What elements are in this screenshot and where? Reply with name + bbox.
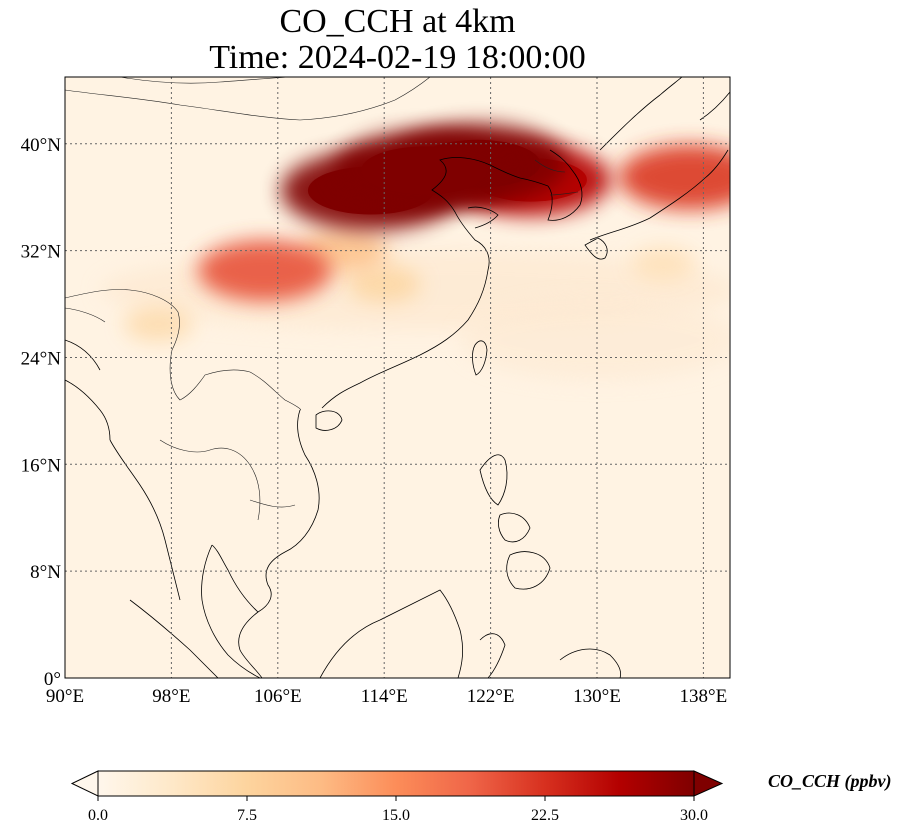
- border-nk: [534, 159, 566, 173]
- border-cambodia: [249, 499, 296, 508]
- coast-shandong: [467, 206, 499, 229]
- lon-tick-label: 122°E: [467, 686, 515, 707]
- lat-tick-label: 0°: [44, 669, 61, 690]
- plot-title: CO_CCH at 4km: [279, 3, 516, 40]
- border-mongolia: [65, 77, 431, 121]
- coast-korea: [547, 149, 583, 221]
- colorbar-extend-max: [693, 770, 724, 797]
- lon-tick-label: 130°E: [573, 686, 621, 707]
- coastlines: [65, 77, 730, 678]
- plume-1: [124, 306, 193, 342]
- lat-tick-label: 32°N: [21, 242, 62, 263]
- lon-tick-label: 114°E: [361, 686, 408, 707]
- border-korea-dmz: [549, 191, 579, 196]
- island-borneo: [319, 589, 464, 678]
- plume-core-9: [361, 146, 488, 195]
- lon-tick-label: 138°E: [680, 686, 728, 707]
- colorbar-ticks: 0.0 7.5 15.0 22.5 30.0: [88, 796, 708, 824]
- border-laos-vietnam: [249, 371, 301, 411]
- plume-0: [631, 247, 696, 281]
- island-visayas: [498, 512, 531, 543]
- country-borders: [65, 77, 579, 521]
- colorbar: 0.0 7.5 15.0 22.5 30.0: [70, 770, 724, 824]
- island-newguinea: [559, 648, 622, 678]
- lon-tick-label: 98°E: [152, 686, 190, 707]
- border-myanmar: [169, 349, 251, 401]
- plume-5: [618, 144, 730, 210]
- colorbar-tick-label: 15.0: [382, 807, 410, 824]
- coast-kyushu: [584, 237, 608, 260]
- map-axes: 90°E 98°E 106°E 114°E 122°E 130°E 138°E 0° 8°N 16…: [21, 135, 728, 707]
- coast-myanmar: [109, 439, 181, 601]
- colorbar-extend-min: [70, 770, 99, 797]
- haze-pacific: [460, 300, 730, 380]
- coast-china-east: [321, 157, 549, 409]
- island-luzon: [479, 454, 508, 506]
- lon-tick-label: 90°E: [46, 686, 84, 707]
- island-hainan: [315, 410, 343, 431]
- island-sulawesi: [479, 633, 506, 678]
- coast-indochina: [238, 409, 320, 678]
- coast-japan: [589, 149, 729, 241]
- coast-india: [65, 339, 101, 371]
- plot-subtitle-time: Time: 2024-02-19 18:00:00: [209, 39, 586, 76]
- island-taiwan: [472, 340, 488, 376]
- coast-gulf-thailand: [211, 544, 259, 613]
- colorbar-label: CO_CCH (ppbv): [768, 771, 892, 791]
- plume-2: [347, 265, 421, 303]
- coast-malay: [201, 544, 261, 678]
- border-russia-mongolia: [119, 77, 291, 84]
- plume-4: [197, 239, 332, 302]
- map-panel: [65, 77, 730, 678]
- map-frame: [64, 76, 731, 679]
- coast-bay-bengal: [65, 379, 111, 441]
- lat-tick-label: 40°N: [21, 135, 62, 156]
- border-china-india: [65, 289, 180, 351]
- lat-tick-label: 24°N: [21, 348, 62, 369]
- lat-tick-label: 8°N: [30, 562, 61, 583]
- coast-russia: [599, 77, 683, 151]
- colorbar-tick-label: 0.0: [88, 807, 108, 824]
- island-sumatra: [129, 599, 219, 678]
- colorbar-tick-label: 22.5: [531, 807, 559, 824]
- gridlines: [65, 77, 730, 678]
- lat-tick-label: 16°N: [21, 455, 62, 476]
- lon-tick-label: 106°E: [254, 686, 302, 707]
- border-nepal: [65, 307, 106, 323]
- colorbar-gradient: [98, 771, 694, 796]
- border-thailand: [159, 439, 261, 521]
- colorbar-tick-label: 7.5: [237, 807, 257, 824]
- colorbar-tick-label: 30.0: [680, 807, 708, 824]
